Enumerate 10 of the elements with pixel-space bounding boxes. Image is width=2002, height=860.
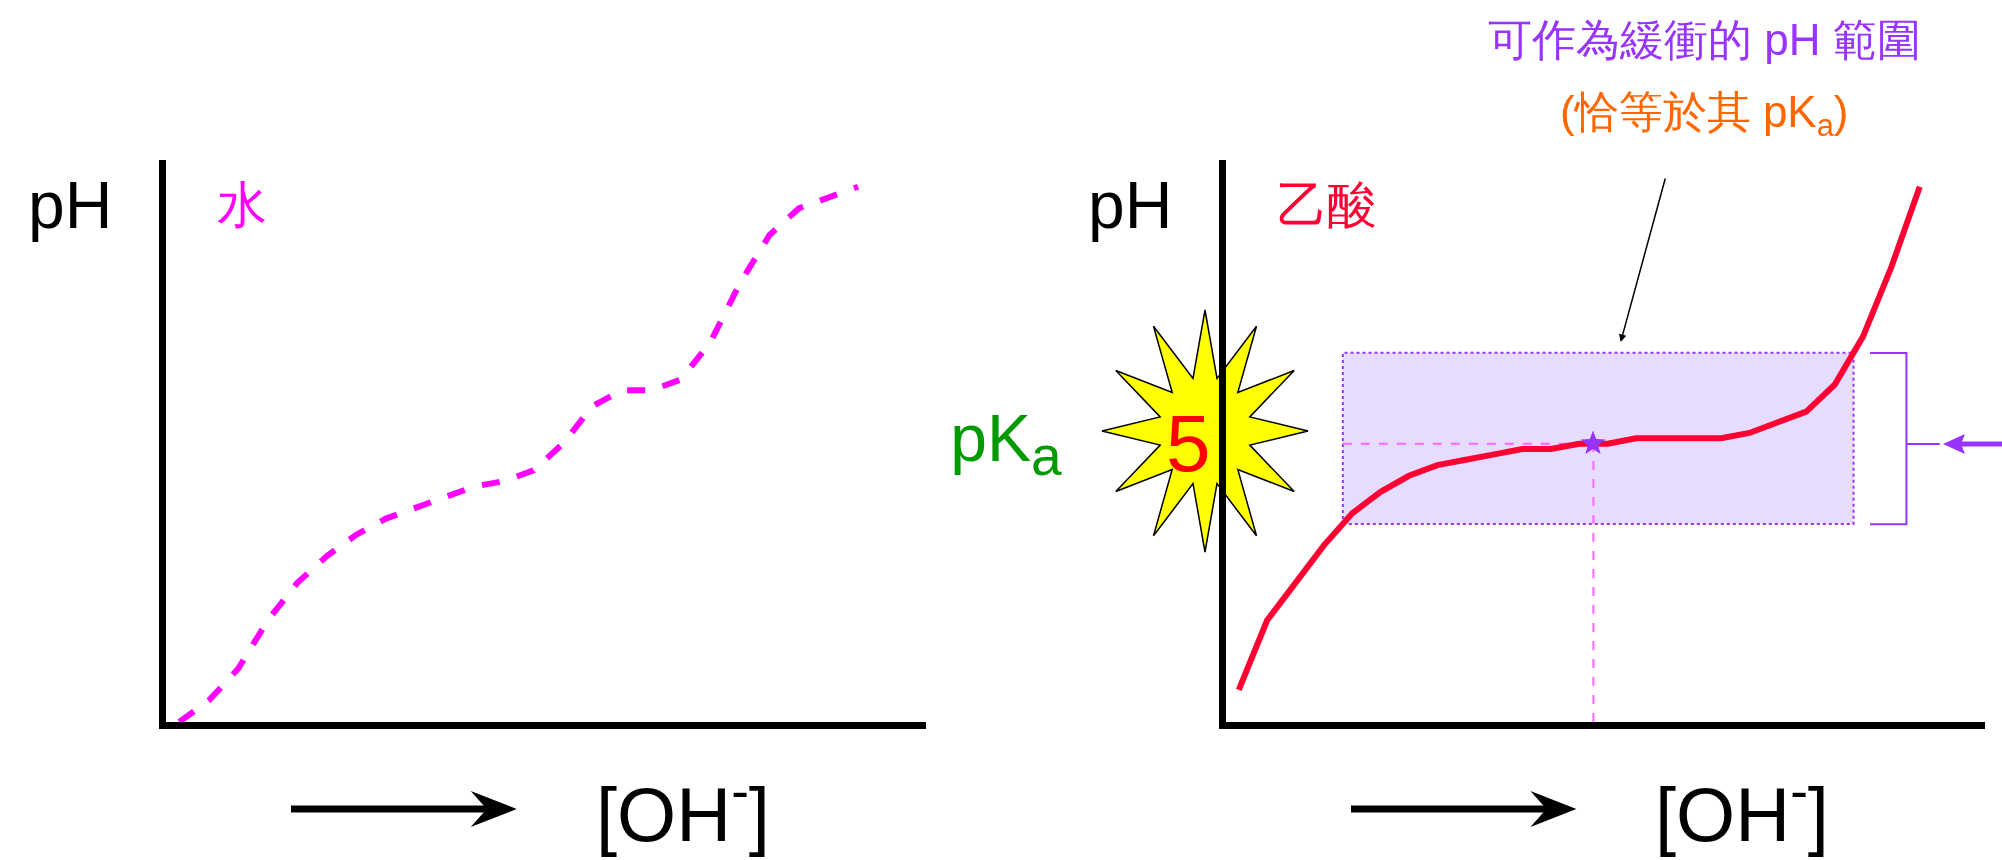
y-axis-title: pH [1088, 168, 1173, 242]
text: 乙酸 [1277, 176, 1377, 234]
text: 5 [1166, 399, 1211, 488]
text: pK$_{a}$ [950, 399, 1062, 489]
y-axis-title: pH [28, 168, 113, 242]
x-axis-title: [OH$^{-}$] [1655, 761, 1829, 857]
x-axis-title: [OH$^{-}$] [596, 761, 770, 857]
text: 水 [217, 176, 267, 234]
text: 可作為緩衝的 pH 範圍 [1488, 15, 1921, 64]
text: (恰等於其 pK$_{a}$) [1560, 87, 1849, 144]
